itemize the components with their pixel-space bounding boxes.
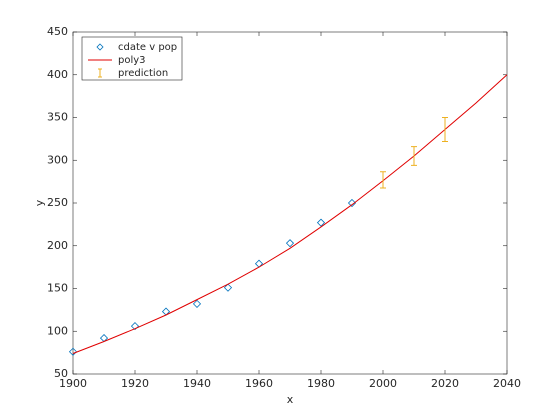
y-tick-label: 150 [47, 282, 68, 295]
marker [316, 218, 326, 227]
y-tick-label: 350 [47, 111, 68, 124]
x-tick-label: 1960 [245, 377, 273, 390]
marker [68, 347, 78, 356]
x-tick-label: 2000 [369, 377, 397, 390]
marker [285, 239, 295, 248]
marker [192, 299, 202, 308]
x-tick-label: 1980 [307, 377, 335, 390]
x-axis-label: x [287, 393, 294, 406]
y-axis-label: y [33, 199, 46, 206]
x-tick-label: 2040 [493, 377, 521, 390]
marker [223, 283, 233, 292]
x-tick-label: 1920 [121, 377, 149, 390]
legend-swatch [98, 68, 102, 78]
y-tick-label: 50 [54, 367, 68, 380]
x-tick-label: 1900 [59, 377, 87, 390]
legend-label: poly3 [118, 55, 146, 66]
y-tick-label: 250 [47, 196, 68, 209]
legend-box [81, 36, 183, 81]
legend-label: cdate v pop [118, 42, 177, 53]
legend-swatch [96, 43, 104, 51]
y-tick-label: 300 [47, 153, 68, 166]
x-tick-label: 1940 [183, 377, 211, 390]
legend-label: prediction [118, 68, 168, 79]
y-tick-label: 200 [47, 239, 68, 252]
error-bar [411, 146, 417, 166]
plot-area [72, 31, 508, 375]
error-bar-line [442, 117, 448, 142]
marker [347, 198, 357, 208]
error-bar [380, 171, 386, 189]
x-tick-label: 2020 [431, 377, 459, 390]
y-tick-label: 100 [47, 324, 68, 337]
y-tick-label: 450 [47, 25, 68, 38]
fit-line [72, 74, 508, 354]
marker [130, 322, 140, 331]
error-bar-line [411, 146, 417, 166]
error-bar-line [380, 171, 386, 189]
error-bar [442, 117, 448, 142]
y-tick-label: 400 [47, 68, 68, 81]
